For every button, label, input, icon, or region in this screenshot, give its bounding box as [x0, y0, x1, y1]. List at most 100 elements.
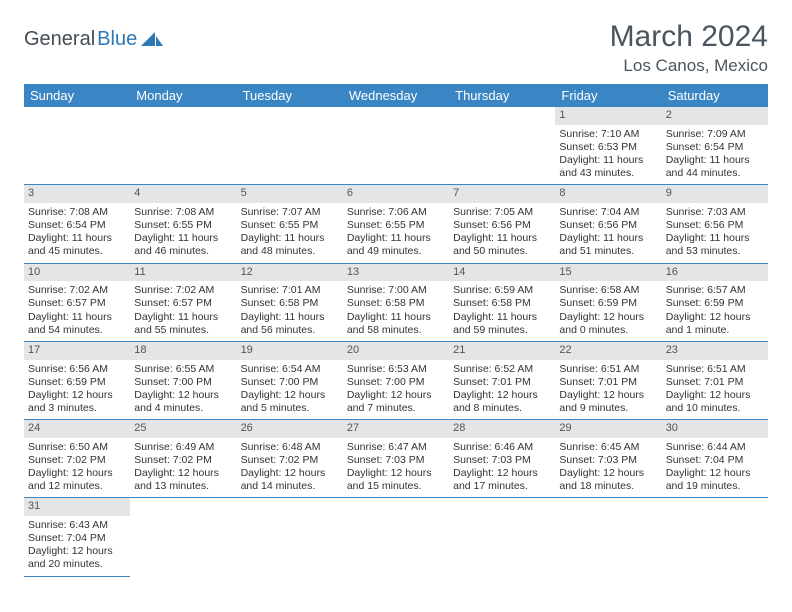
calendar-cell: 28Sunrise: 6:46 AMSunset: 7:03 PMDayligh… — [449, 420, 555, 498]
daylight-text: Daylight: 11 hours and 54 minutes. — [28, 311, 126, 337]
daylight-text: Daylight: 12 hours and 12 minutes. — [28, 467, 126, 493]
calendar-cell: 21Sunrise: 6:52 AMSunset: 7:01 PMDayligh… — [449, 341, 555, 419]
day-number: 24 — [24, 420, 130, 438]
location: Los Canos, Mexico — [610, 56, 768, 76]
day-header: Sunday — [24, 84, 130, 107]
daylight-text: Daylight: 12 hours and 19 minutes. — [666, 467, 764, 493]
brand-part2: Blue — [97, 28, 137, 51]
calendar-cell: 20Sunrise: 6:53 AMSunset: 7:00 PMDayligh… — [343, 341, 449, 419]
sunset-text: Sunset: 6:57 PM — [28, 297, 126, 310]
day-number: 2 — [662, 107, 768, 125]
sunset-text: Sunset: 7:04 PM — [28, 532, 126, 545]
calendar-cell — [24, 107, 130, 185]
calendar-cell: 25Sunrise: 6:49 AMSunset: 7:02 PMDayligh… — [130, 420, 236, 498]
sunrise-text: Sunrise: 7:06 AM — [347, 206, 445, 219]
day-number: 16 — [662, 264, 768, 282]
day-number: 23 — [662, 342, 768, 360]
calendar-cell: 30Sunrise: 6:44 AMSunset: 7:04 PMDayligh… — [662, 420, 768, 498]
daylight-text: Daylight: 11 hours and 44 minutes. — [666, 154, 764, 180]
sunset-text: Sunset: 7:00 PM — [134, 376, 232, 389]
sunrise-text: Sunrise: 6:45 AM — [559, 441, 657, 454]
sunset-text: Sunset: 6:59 PM — [666, 297, 764, 310]
day-number: 30 — [662, 420, 768, 438]
calendar-cell: 8Sunrise: 7:04 AMSunset: 6:56 PMDaylight… — [555, 185, 661, 263]
sunset-text: Sunset: 6:56 PM — [559, 219, 657, 232]
sunset-text: Sunset: 6:58 PM — [347, 297, 445, 310]
calendar-cell: 14Sunrise: 6:59 AMSunset: 6:58 PMDayligh… — [449, 263, 555, 341]
day-number: 27 — [343, 420, 449, 438]
day-number: 7 — [449, 185, 555, 203]
sunrise-text: Sunrise: 6:43 AM — [28, 519, 126, 532]
day-number: 6 — [343, 185, 449, 203]
sunrise-text: Sunrise: 6:53 AM — [347, 363, 445, 376]
day-number: 12 — [237, 264, 343, 282]
calendar-table: SundayMondayTuesdayWednesdayThursdayFrid… — [24, 84, 768, 577]
day-number: 10 — [24, 264, 130, 282]
day-number: 19 — [237, 342, 343, 360]
sunset-text: Sunset: 7:01 PM — [666, 376, 764, 389]
sunset-text: Sunset: 6:54 PM — [28, 219, 126, 232]
calendar-week: 31Sunrise: 6:43 AMSunset: 7:04 PMDayligh… — [24, 498, 768, 576]
calendar-cell — [449, 498, 555, 576]
sunset-text: Sunset: 7:00 PM — [347, 376, 445, 389]
calendar-cell: 19Sunrise: 6:54 AMSunset: 7:00 PMDayligh… — [237, 341, 343, 419]
calendar-body: 1Sunrise: 7:10 AMSunset: 6:53 PMDaylight… — [24, 107, 768, 576]
sunset-text: Sunset: 6:54 PM — [666, 141, 764, 154]
sunset-text: Sunset: 6:59 PM — [559, 297, 657, 310]
sunrise-text: Sunrise: 6:55 AM — [134, 363, 232, 376]
daylight-text: Daylight: 11 hours and 49 minutes. — [347, 232, 445, 258]
sunset-text: Sunset: 6:58 PM — [453, 297, 551, 310]
day-number: 31 — [24, 498, 130, 516]
calendar-cell: 9Sunrise: 7:03 AMSunset: 6:56 PMDaylight… — [662, 185, 768, 263]
calendar-cell — [343, 107, 449, 185]
daylight-text: Daylight: 12 hours and 8 minutes. — [453, 389, 551, 415]
sail-icon — [141, 32, 163, 48]
daylight-text: Daylight: 11 hours and 50 minutes. — [453, 232, 551, 258]
daylight-text: Daylight: 11 hours and 43 minutes. — [559, 154, 657, 180]
sunset-text: Sunset: 7:00 PM — [241, 376, 339, 389]
sunset-text: Sunset: 6:59 PM — [28, 376, 126, 389]
sunrise-text: Sunrise: 6:47 AM — [347, 441, 445, 454]
daylight-text: Daylight: 11 hours and 53 minutes. — [666, 232, 764, 258]
calendar-cell: 17Sunrise: 6:56 AMSunset: 6:59 PMDayligh… — [24, 341, 130, 419]
daylight-text: Daylight: 12 hours and 14 minutes. — [241, 467, 339, 493]
day-number: 18 — [130, 342, 236, 360]
daylight-text: Daylight: 12 hours and 17 minutes. — [453, 467, 551, 493]
calendar-cell — [555, 498, 661, 576]
daylight-text: Daylight: 11 hours and 46 minutes. — [134, 232, 232, 258]
calendar-cell: 29Sunrise: 6:45 AMSunset: 7:03 PMDayligh… — [555, 420, 661, 498]
sunset-text: Sunset: 7:01 PM — [453, 376, 551, 389]
sunset-text: Sunset: 7:02 PM — [134, 454, 232, 467]
day-number: 20 — [343, 342, 449, 360]
calendar-cell: 10Sunrise: 7:02 AMSunset: 6:57 PMDayligh… — [24, 263, 130, 341]
sunrise-text: Sunrise: 6:52 AM — [453, 363, 551, 376]
day-header: Thursday — [449, 84, 555, 107]
sunrise-text: Sunrise: 7:01 AM — [241, 284, 339, 297]
sunrise-text: Sunrise: 7:04 AM — [559, 206, 657, 219]
calendar-cell — [130, 107, 236, 185]
calendar-cell — [449, 107, 555, 185]
sunset-text: Sunset: 7:02 PM — [241, 454, 339, 467]
daylight-text: Daylight: 12 hours and 1 minute. — [666, 311, 764, 337]
calendar-cell: 1Sunrise: 7:10 AMSunset: 6:53 PMDaylight… — [555, 107, 661, 185]
calendar-cell: 23Sunrise: 6:51 AMSunset: 7:01 PMDayligh… — [662, 341, 768, 419]
sunrise-text: Sunrise: 6:48 AM — [241, 441, 339, 454]
calendar-cell: 5Sunrise: 7:07 AMSunset: 6:55 PMDaylight… — [237, 185, 343, 263]
daylight-text: Daylight: 12 hours and 18 minutes. — [559, 467, 657, 493]
header: GeneralBlue March 2024 Los Canos, Mexico — [24, 20, 768, 76]
sunset-text: Sunset: 6:55 PM — [241, 219, 339, 232]
sunrise-text: Sunrise: 6:57 AM — [666, 284, 764, 297]
brand-part1: General — [24, 28, 95, 51]
sunrise-text: Sunrise: 7:05 AM — [453, 206, 551, 219]
calendar-cell: 15Sunrise: 6:58 AMSunset: 6:59 PMDayligh… — [555, 263, 661, 341]
brand-logo: GeneralBlue — [24, 28, 163, 51]
daylight-text: Daylight: 11 hours and 55 minutes. — [134, 311, 232, 337]
day-header: Saturday — [662, 84, 768, 107]
calendar-cell: 12Sunrise: 7:01 AMSunset: 6:58 PMDayligh… — [237, 263, 343, 341]
sunrise-text: Sunrise: 6:51 AM — [666, 363, 764, 376]
day-header: Tuesday — [237, 84, 343, 107]
calendar-cell — [237, 498, 343, 576]
day-number: 9 — [662, 185, 768, 203]
daylight-text: Daylight: 11 hours and 59 minutes. — [453, 311, 551, 337]
day-number: 5 — [237, 185, 343, 203]
